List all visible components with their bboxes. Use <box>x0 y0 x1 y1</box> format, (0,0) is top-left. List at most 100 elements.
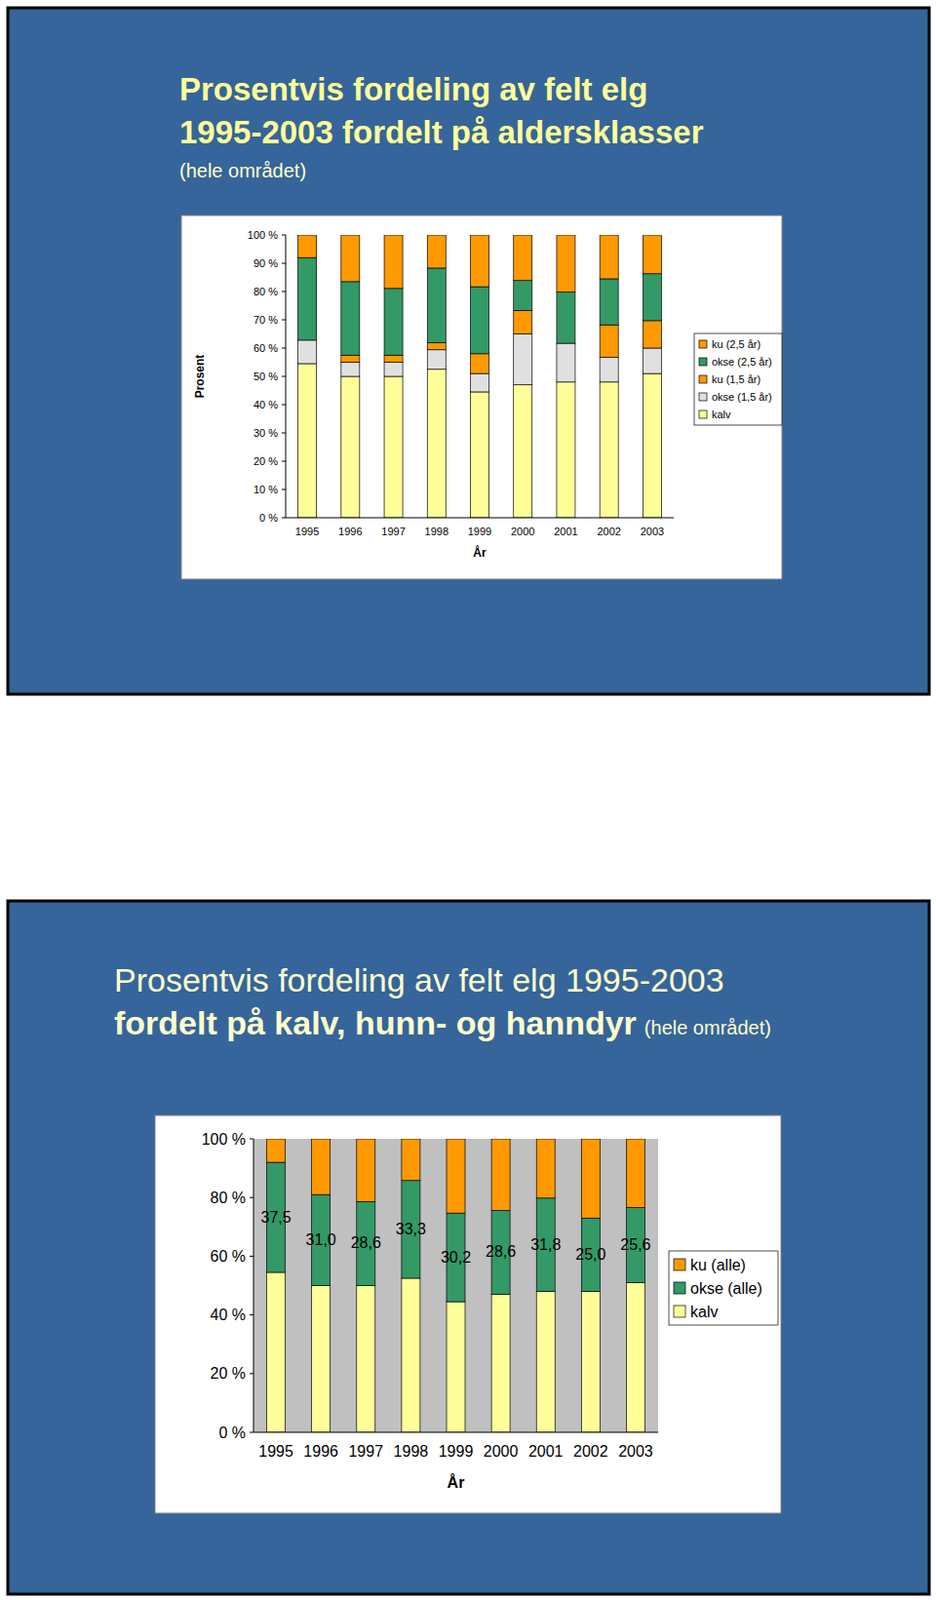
bar-segment <box>642 373 662 518</box>
bar-segment <box>427 350 446 370</box>
y-tick-label: 20 % <box>210 1365 246 1382</box>
bar-segment <box>491 1294 510 1433</box>
bar-segment <box>356 1286 376 1434</box>
x-tick-label: 1996 <box>338 525 362 538</box>
bar-segment <box>581 1138 600 1218</box>
legend-label: ku (2,5 år) <box>711 338 761 351</box>
bar-segment <box>401 1278 421 1433</box>
x-tick-label: 2003 <box>618 1443 654 1460</box>
x-tick-label: 2002 <box>596 525 621 538</box>
bars <box>267 1138 646 1433</box>
legend-swatch <box>699 340 707 349</box>
bar-segment <box>427 268 446 344</box>
x-tick-label: 2001 <box>528 1443 564 1460</box>
y-tick <box>281 489 286 491</box>
subtitle: (hele området) <box>179 159 307 182</box>
y-tick <box>281 234 286 236</box>
x-tick-label: 1999 <box>468 525 492 538</box>
y-tick-label: 80 % <box>210 1189 246 1207</box>
y-tick-label: 60 % <box>210 1248 246 1265</box>
x-tick-label: 1998 <box>425 525 449 538</box>
bar-segment <box>599 234 619 279</box>
y-axis <box>285 234 287 518</box>
x-axis-title: År <box>472 545 487 560</box>
y-tick-label: 100 % <box>247 229 278 241</box>
title: Prosentvis fordeling av felt elg 1995-20… <box>114 961 725 999</box>
bar-segment <box>642 320 662 349</box>
legend-swatch <box>699 375 707 384</box>
y-tick <box>249 1314 254 1316</box>
bar-segment <box>384 288 403 355</box>
y-tick <box>281 376 286 378</box>
y-tick-label: 0 % <box>259 511 278 524</box>
y-tick-label: 40 % <box>210 1306 246 1324</box>
slide-panel <box>7 7 930 695</box>
bar-segment <box>341 376 360 518</box>
y-tick <box>281 319 286 321</box>
bar-segment <box>513 334 533 386</box>
y-tick <box>281 263 286 265</box>
bar-segment <box>556 292 576 344</box>
y-tick <box>281 461 286 463</box>
legend-label: okse (alle) <box>690 1280 763 1297</box>
y-tick-label: 40 % <box>253 398 278 411</box>
bar-segment <box>513 280 533 312</box>
bar-segment <box>356 1138 376 1202</box>
x-tick-label: 1999 <box>438 1443 474 1460</box>
y-tick-label: 90 % <box>253 257 278 270</box>
legend-label: ku (alle) <box>690 1256 746 1274</box>
bar-segment <box>427 342 446 350</box>
page: Prosentvis fordeling av felt elg 1995-200… <box>0 0 936 1600</box>
bar-segment <box>599 324 619 357</box>
x-tick-label: 2003 <box>640 525 664 538</box>
bar-segment <box>513 310 533 334</box>
legend-label: kalv <box>711 408 732 421</box>
x-tick-label: 1998 <box>393 1443 429 1460</box>
x-tick-label: 1995 <box>295 525 319 538</box>
y-tick-label: 60 % <box>253 342 278 354</box>
legend-label: ku (1,5 år) <box>711 373 761 386</box>
x-axis-title: År <box>447 1473 466 1491</box>
bar-segment <box>298 257 317 341</box>
bar-segment <box>384 234 403 289</box>
data-label: 28,6 <box>351 1234 382 1251</box>
bar-segment <box>599 278 619 325</box>
plot-area <box>285 234 674 518</box>
legend-swatch <box>673 1258 686 1271</box>
x-tick-label: 1996 <box>303 1443 339 1460</box>
y-tick-label: 0 % <box>218 1424 246 1442</box>
legend-swatch <box>699 392 707 401</box>
data-label: 28,6 <box>485 1243 516 1260</box>
bar-segment <box>642 234 662 274</box>
bar-segment <box>298 234 317 258</box>
legend-swatch <box>699 410 707 419</box>
x-tick-label: 2000 <box>510 525 535 538</box>
bar-segment <box>556 234 576 293</box>
y-tick <box>281 517 286 519</box>
y-tick <box>249 1197 254 1199</box>
legend-label: kalv <box>690 1303 718 1321</box>
data-label: 31,8 <box>530 1236 561 1253</box>
plot-area <box>253 1138 659 1433</box>
y-tick-label: 10 % <box>253 483 278 496</box>
legend-label: okse (1,5 år) <box>711 390 773 403</box>
y-tick <box>281 348 286 350</box>
bar-segment <box>267 1272 286 1433</box>
bar-segment <box>384 362 403 378</box>
bar-segment <box>513 234 533 281</box>
bar-segment <box>625 1138 645 1208</box>
y-tick <box>249 1372 254 1374</box>
y-tick <box>249 1138 254 1140</box>
chart-area <box>181 215 782 580</box>
bar-segment <box>446 1301 466 1433</box>
y-axis <box>253 1138 255 1433</box>
title: Prosentvis fordeling av felt elg <box>179 71 648 108</box>
bar-segment <box>536 1291 555 1433</box>
legend-label: okse (2,5 år) <box>711 355 773 368</box>
bar-segment <box>536 1138 555 1199</box>
bar-segment <box>491 1138 510 1210</box>
legend-swatch <box>673 1282 686 1294</box>
title: 1995-2003 fordelt på aldersklasser <box>179 114 704 151</box>
bar-segment <box>599 357 619 383</box>
bar-segment <box>470 373 490 392</box>
